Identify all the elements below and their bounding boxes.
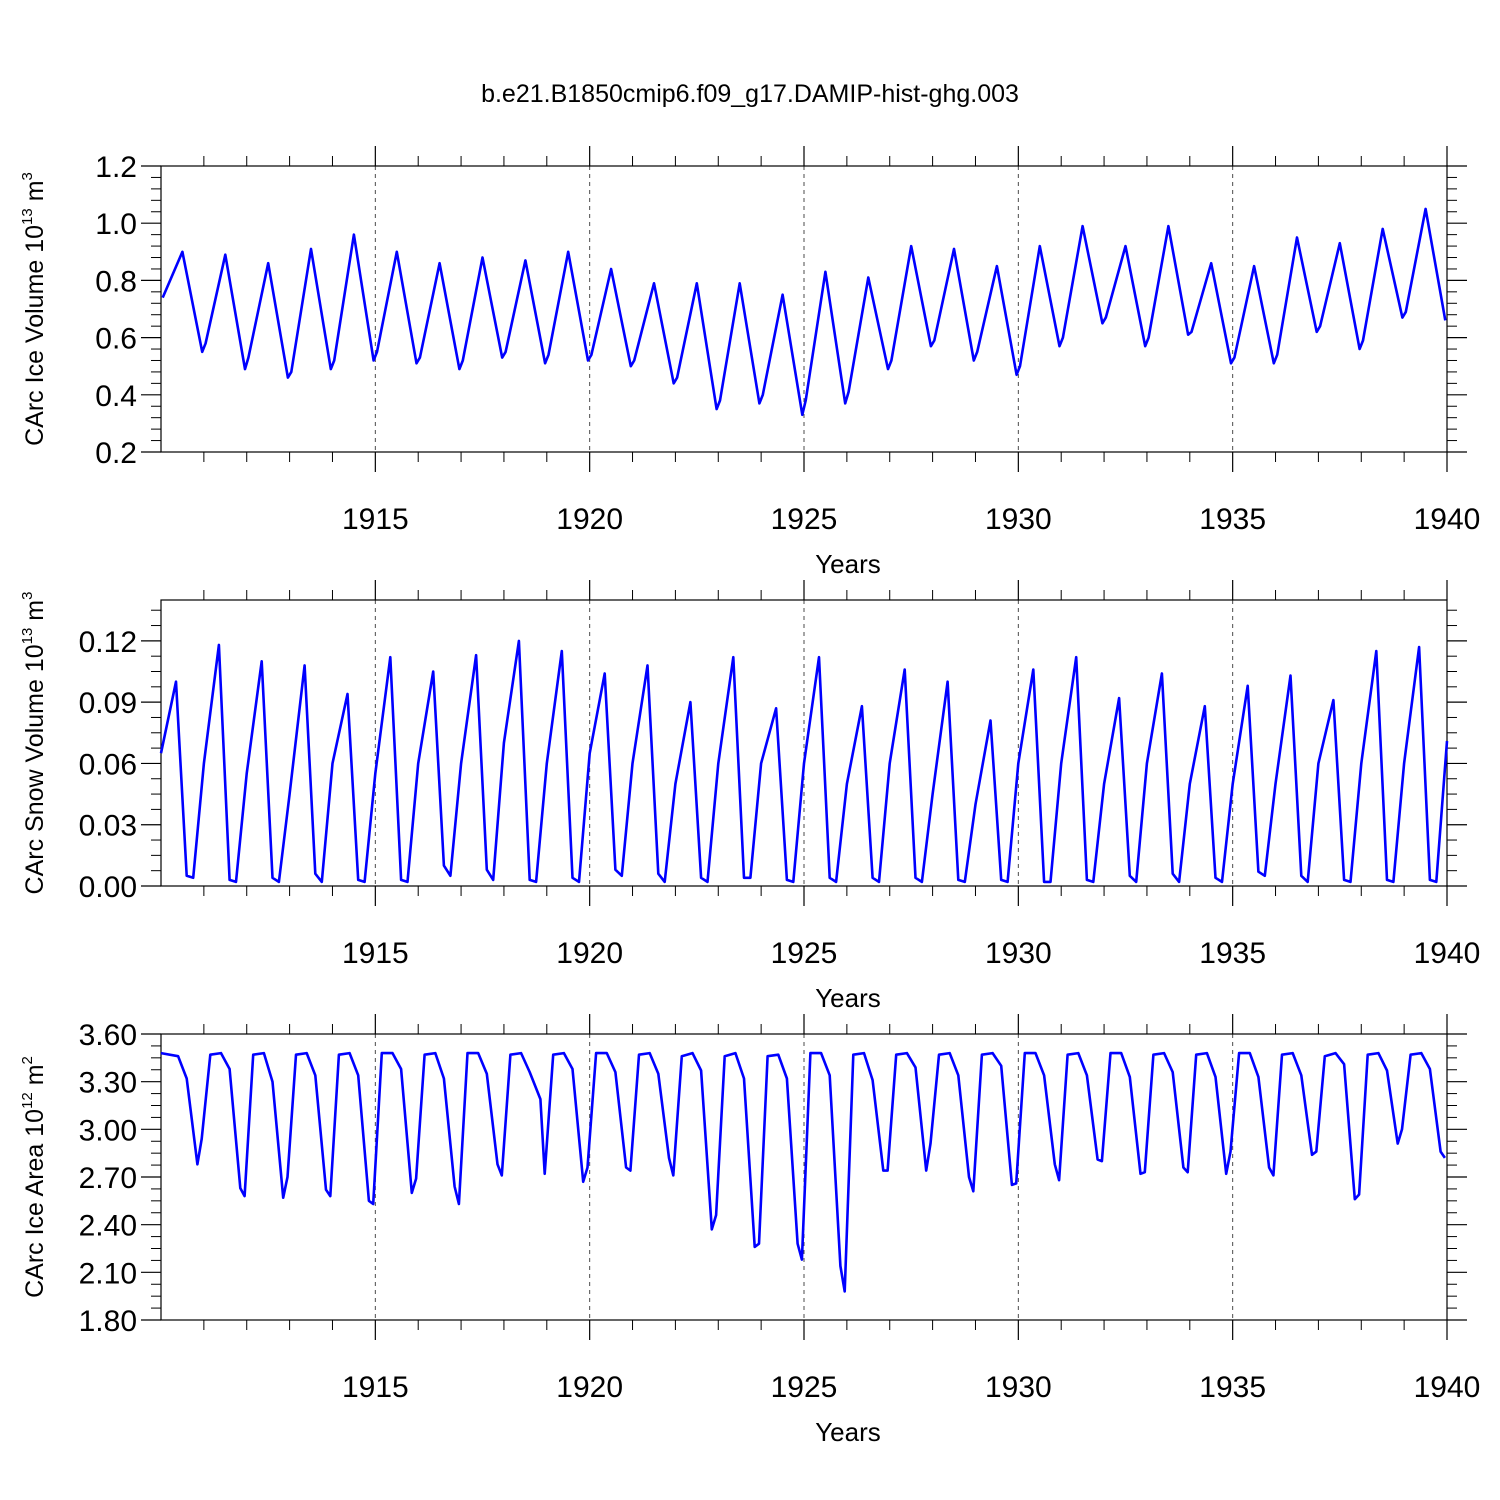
series-line <box>160 1051 1446 1293</box>
y-tick-label: 3.00 <box>79 1114 137 1147</box>
y-tick-label: 0.06 <box>79 748 137 781</box>
y-tick-label: 2.10 <box>79 1257 137 1290</box>
x-tick-label: 1930 <box>985 1371 1052 1404</box>
x-tick-label: 1915 <box>342 1371 409 1404</box>
x-tick-label: 1925 <box>771 1371 838 1404</box>
x-tick-label: 1920 <box>556 937 623 970</box>
x-tick-label: 1935 <box>1199 503 1266 536</box>
y-axis-label: CArc Ice Volume 1013 m3 <box>19 172 49 446</box>
series-line <box>161 207 1447 417</box>
y-tick-label: 0.2 <box>95 437 137 470</box>
panel-2: 1915 1920 1925 1930 1935 1940 0.00 0.03 0.06 0.09… <box>19 580 1480 1013</box>
y-tick-label: 0.8 <box>95 265 137 298</box>
y-tick-label: 1.2 <box>95 151 137 184</box>
y-tick-label: 0.03 <box>79 810 137 843</box>
y-tick-label: 0.4 <box>95 380 137 413</box>
series-line <box>159 639 1449 884</box>
x-tick-label: 1930 <box>985 503 1052 536</box>
x-tick-label: 1915 <box>342 937 409 970</box>
y-axis-label: CArc Ice Area 1012 m2 <box>19 1056 49 1298</box>
x-tick-label: 1940 <box>1414 1371 1481 1404</box>
x-tick-label: 1940 <box>1414 503 1481 536</box>
x-tick-label: 1935 <box>1199 1371 1266 1404</box>
plot-frame <box>160 165 1448 453</box>
y-tick-label: 2.70 <box>79 1162 137 1195</box>
y-tick-label: 0.09 <box>79 687 137 720</box>
x-tick-label: 1935 <box>1199 937 1266 970</box>
y-tick-label: 2.40 <box>79 1210 137 1243</box>
panel-3: 1915 1920 1925 1930 1935 1940 1.80 2.10 2.40 2.70… <box>19 1014 1480 1447</box>
x-tick-label: 1925 <box>771 937 838 970</box>
x-tick-label: 1915 <box>342 503 409 536</box>
x-tick-label: 1925 <box>771 503 838 536</box>
y-tick-label: 0.00 <box>79 871 137 904</box>
chart-title: b.e21.B1850cmip6.f09_g17.DAMIP-hist-ghg.… <box>481 80 1019 108</box>
y-axis-label: CArc Snow Volume 1013 m3 <box>19 592 49 895</box>
x-tick-label: 1940 <box>1414 937 1481 970</box>
panels: 1915 1920 1925 1930 1935 1940 0.2 0.4 0.6 0.8 1.0 1… <box>19 146 1480 1447</box>
x-tick-label: 1930 <box>985 937 1052 970</box>
panel-1: 1915 1920 1925 1930 1935 1940 0.2 0.4 0.6 0.8 1.0 1… <box>19 146 1480 579</box>
plot-frame <box>160 1033 1448 1321</box>
y-tick-label: 1.0 <box>95 208 137 241</box>
y-tick-label: 1.80 <box>79 1305 137 1338</box>
y-tick-label: 0.6 <box>95 323 137 356</box>
x-tick-label: 1920 <box>556 1371 623 1404</box>
x-axis-label: Years <box>815 549 881 579</box>
y-tick-label: 3.60 <box>79 1019 137 1052</box>
x-axis-label: Years <box>815 983 881 1013</box>
y-tick-label: 3.30 <box>79 1067 137 1100</box>
x-axis-label: Years <box>815 1417 881 1447</box>
y-tick-label: 0.12 <box>79 626 137 659</box>
x-tick-label: 1920 <box>556 503 623 536</box>
